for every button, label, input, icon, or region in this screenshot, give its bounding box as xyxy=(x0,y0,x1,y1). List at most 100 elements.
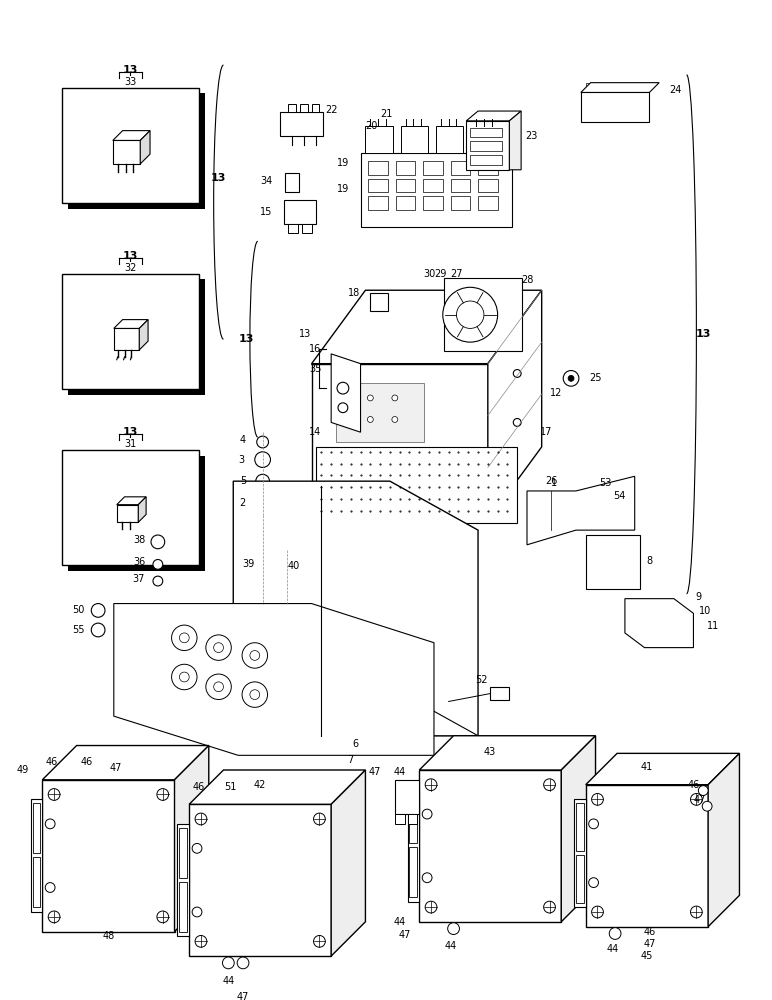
Text: 23: 23 xyxy=(525,131,537,141)
Bar xyxy=(641,83,646,92)
Bar xyxy=(601,83,608,92)
Text: 3: 3 xyxy=(238,455,244,465)
Circle shape xyxy=(313,813,325,825)
Bar xyxy=(451,196,470,210)
Circle shape xyxy=(153,559,163,569)
Bar xyxy=(466,121,510,170)
Bar xyxy=(633,83,638,92)
Bar xyxy=(394,814,405,824)
Text: 6: 6 xyxy=(353,739,359,749)
Text: 54: 54 xyxy=(613,491,625,501)
Text: 13: 13 xyxy=(123,427,138,437)
Bar xyxy=(288,224,298,233)
Bar xyxy=(478,196,498,210)
Text: 47: 47 xyxy=(110,763,122,773)
Text: 19: 19 xyxy=(337,158,349,168)
Text: 18: 18 xyxy=(348,288,361,298)
Circle shape xyxy=(192,907,202,917)
Circle shape xyxy=(337,382,349,394)
Polygon shape xyxy=(586,753,740,785)
Circle shape xyxy=(195,813,207,825)
Bar xyxy=(586,535,639,589)
Bar xyxy=(302,224,312,233)
Bar xyxy=(371,293,388,311)
Circle shape xyxy=(214,682,223,692)
Polygon shape xyxy=(527,476,635,545)
Circle shape xyxy=(91,623,105,637)
Text: 40: 40 xyxy=(288,561,300,571)
Circle shape xyxy=(425,779,437,791)
Polygon shape xyxy=(312,364,488,520)
Polygon shape xyxy=(189,804,331,956)
Bar xyxy=(368,161,388,175)
Bar xyxy=(408,790,419,902)
Bar xyxy=(365,126,393,153)
Bar xyxy=(409,794,418,843)
Circle shape xyxy=(214,643,223,653)
Polygon shape xyxy=(42,780,174,932)
Polygon shape xyxy=(42,746,208,780)
Bar xyxy=(179,882,188,932)
Polygon shape xyxy=(233,687,478,736)
Polygon shape xyxy=(466,111,521,121)
Text: 44: 44 xyxy=(394,917,406,927)
Circle shape xyxy=(179,633,189,643)
Circle shape xyxy=(443,287,498,342)
Bar xyxy=(396,196,415,210)
Polygon shape xyxy=(68,456,205,571)
Text: 25: 25 xyxy=(589,373,602,383)
Circle shape xyxy=(195,935,207,947)
Polygon shape xyxy=(117,497,146,505)
Circle shape xyxy=(256,474,269,488)
Circle shape xyxy=(513,370,521,377)
Circle shape xyxy=(171,625,197,651)
Circle shape xyxy=(253,493,273,512)
Polygon shape xyxy=(488,290,542,520)
Text: 9: 9 xyxy=(696,592,702,602)
Text: 26: 26 xyxy=(545,476,557,486)
Text: 7: 7 xyxy=(347,755,354,765)
Polygon shape xyxy=(331,770,365,956)
Circle shape xyxy=(206,674,232,700)
Text: 47: 47 xyxy=(398,930,411,940)
Text: 44: 44 xyxy=(445,941,457,951)
Circle shape xyxy=(48,911,60,923)
Bar xyxy=(436,126,463,153)
Circle shape xyxy=(543,901,555,913)
Bar xyxy=(408,814,418,824)
Circle shape xyxy=(313,935,325,947)
Text: 43: 43 xyxy=(484,747,496,757)
Bar xyxy=(368,179,388,192)
Text: 11: 11 xyxy=(707,621,720,631)
Circle shape xyxy=(222,957,234,969)
Bar xyxy=(31,799,42,912)
Circle shape xyxy=(589,878,598,888)
Circle shape xyxy=(242,682,268,707)
Text: 47: 47 xyxy=(643,939,655,949)
Text: 24: 24 xyxy=(669,85,682,95)
Text: 4: 4 xyxy=(240,435,246,445)
Circle shape xyxy=(242,643,268,668)
Circle shape xyxy=(474,448,482,456)
Polygon shape xyxy=(113,604,434,755)
Circle shape xyxy=(338,403,348,413)
Text: 13: 13 xyxy=(239,334,254,344)
Polygon shape xyxy=(419,736,595,770)
Bar xyxy=(394,780,419,814)
Circle shape xyxy=(448,923,459,935)
Bar xyxy=(285,173,299,192)
Bar xyxy=(62,274,199,389)
Circle shape xyxy=(456,301,484,328)
Text: 44: 44 xyxy=(607,944,619,954)
Bar xyxy=(451,179,470,192)
Bar xyxy=(423,161,443,175)
Text: 8: 8 xyxy=(646,556,652,566)
Text: 37: 37 xyxy=(133,574,145,584)
Bar xyxy=(489,687,510,700)
Bar xyxy=(444,278,522,351)
Bar xyxy=(178,824,189,936)
Bar xyxy=(401,126,428,153)
Text: 34: 34 xyxy=(260,176,273,186)
Circle shape xyxy=(392,395,398,401)
Circle shape xyxy=(343,395,349,401)
